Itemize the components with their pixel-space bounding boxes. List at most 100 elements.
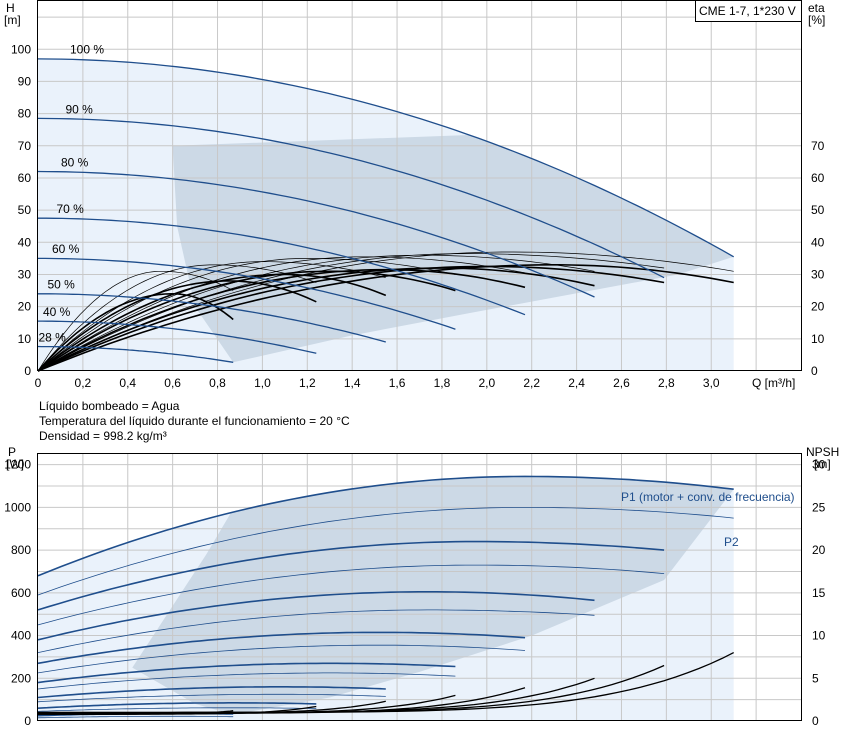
head-operating-area [172,135,734,363]
efficiency-curve [37,253,665,372]
power-curve [37,631,526,665]
power-curve [37,702,317,709]
head-curve [37,58,735,258]
npsh-axis-label: NPSH [806,445,839,459]
head-curve [37,345,234,363]
efficiency-curve [37,258,456,372]
efficiency-curve [37,265,665,372]
x-tick-label: 1,2 [299,376,316,390]
power-curve [37,662,456,684]
efficiency-curve [37,273,387,372]
head-tick-label: 50 [18,203,32,217]
efficiency-curve [37,261,386,372]
x-tick-label: 1,4 [344,376,361,390]
p1-curve-label: P1 (motor + conv. de frecuencia) [621,490,795,504]
npsh-tick-label: 30 [812,458,826,472]
efficiency-curve [37,293,234,372]
head-curve [37,117,665,279]
x-tick-label: 2,0 [478,376,495,390]
x-tick-label: 1,6 [389,376,406,390]
fluid-notes: Líquido bombeado = Agua Temperatura del … [39,399,350,443]
power-curve [37,564,665,626]
power-tick-label: 200 [11,671,31,685]
speed-label: 28 % [39,330,67,344]
power-chart-frame [37,453,802,721]
head-tick-label: 80 [18,107,32,121]
power-operating-area [132,476,734,715]
speed-label: 100 % [70,43,104,57]
model-label-box: CME 1-7, 1*230 V [695,0,802,22]
npsh-tick-label: 20 [812,543,826,557]
speed-label: 80 % [61,155,89,169]
power-tick-label: 400 [11,629,31,643]
power-curve [37,540,665,611]
efficiency-curve [37,264,734,372]
power-tick-label: 0 [24,714,31,728]
power-curve [37,475,734,577]
head-chart-frame [37,0,802,371]
eta-axis-label: eta [808,1,825,15]
power-tick-label: 1200 [4,458,31,472]
x-tick-label: 0 [35,376,42,390]
speed-label: 90 % [66,102,94,116]
eta-tick-label: 40 [811,235,825,249]
head-tick-label: 40 [18,235,32,249]
x-tick-label: 0,2 [75,376,92,390]
x-tick-label: 2,4 [568,376,585,390]
power-curve [37,686,386,699]
flow-axis-label: Q [m³/h] [752,376,795,390]
x-tick-label: 0,4 [119,376,136,390]
head-axis-label: H [6,1,15,15]
head-curve [38,320,317,354]
power-tick-label: 800 [11,543,31,557]
head-tick-label: 30 [18,267,32,281]
npsh-tick-label: 0 [812,714,819,728]
power-curve [37,715,234,719]
eta-tick-label: 50 [811,203,825,217]
x-tick-label: 2,8 [658,376,675,390]
power-curve [37,507,734,596]
head-axis-unit: [m] [4,13,21,27]
npsh-tick-label: 10 [812,629,826,643]
speed-label: 60 % [52,242,80,256]
head-tick-label: 70 [18,139,32,153]
head-tick-label: 10 [18,332,32,346]
eta-tick-label: 20 [811,300,825,314]
x-tick-label: 0,8 [209,376,226,390]
npsh-tick-label: 5 [812,671,819,685]
power-tick-label: 600 [11,586,31,600]
efficiency-curve [37,270,234,372]
x-tick-label: 2,6 [613,376,630,390]
note-temperature: Temperatura del líquido durante el funci… [39,414,350,428]
power-curve [37,707,317,712]
model-label: CME 1-7, 1*230 V [699,4,796,18]
head-curve [37,170,595,298]
head-efficiency-chart: 100 % 90 % 80 % 70 % 60 % 50 % 40 % 28 % 0 0,2 0,… [4,0,825,390]
power-curve [37,609,595,653]
speed-label: 50 % [48,278,76,292]
head-curve [38,257,456,330]
note-liquid: Líquido bombeado = Agua [39,399,180,413]
head-curve [38,293,386,343]
efficiency-curve [37,256,526,372]
speed-label: 70 % [57,202,85,216]
head-tick-label: 20 [18,300,32,314]
npsh-curve [38,710,234,715]
eta-tick-label: 30 [811,267,825,281]
x-tick-label: 0,6 [164,376,181,390]
efficiency-curve [37,268,526,372]
x-tick-label: 1,8 [434,376,451,390]
power-curve [37,693,386,703]
efficiency-curve [37,267,595,372]
power-curve [37,591,595,641]
eta-tick-label: 60 [811,171,825,185]
x-tick-label: 1,0 [254,376,271,390]
power-curve [37,672,456,690]
power-axis-unit: [W] [6,457,24,471]
x-tick-label: 2,2 [523,376,540,390]
efficiency-curve [37,270,456,372]
note-density: Densidad = 998.2 kg/m³ [39,429,167,443]
eta-tick-label: 0 [811,364,818,378]
